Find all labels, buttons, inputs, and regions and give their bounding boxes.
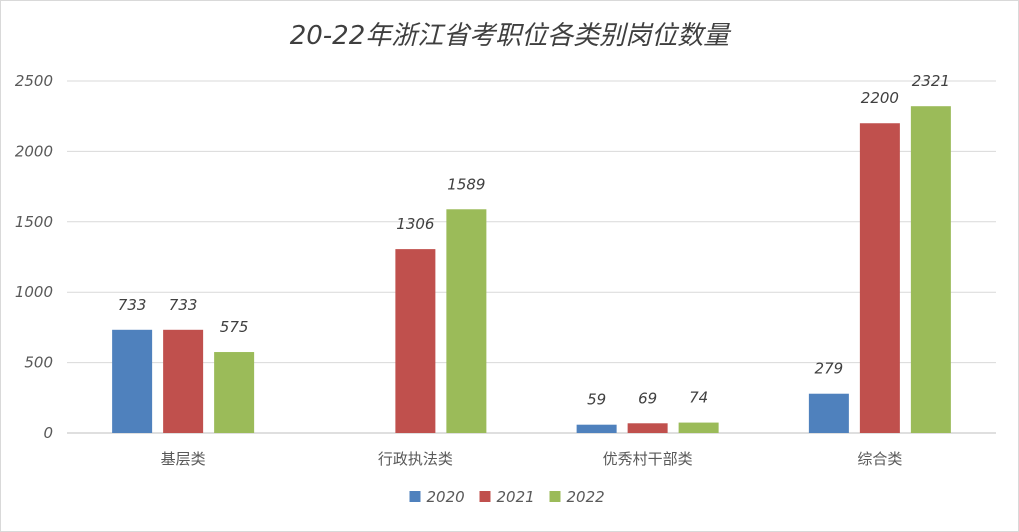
legend-label: 2020: [427, 488, 465, 506]
bar-2020: [808, 393, 849, 433]
y-tick-label: 2500: [15, 72, 53, 90]
y-tick-label: 500: [24, 354, 53, 372]
bar-2022: [214, 352, 255, 433]
data-label: 279: [815, 360, 844, 378]
bar-2021: [859, 123, 900, 434]
legend-swatch-2021: [479, 491, 491, 502]
data-label: 69: [638, 389, 657, 407]
bar-2021: [395, 249, 436, 433]
category-label: 行政执法类: [378, 450, 453, 468]
bar-2021: [163, 329, 204, 433]
bar-2020: [576, 424, 617, 433]
bar-2020: [112, 329, 153, 433]
data-label: 2200: [861, 89, 899, 107]
data-label: 1589: [447, 175, 485, 193]
chart-title: 20-22年浙江省考职位各类别岗位数量: [289, 21, 730, 51]
legend-swatch-2022: [549, 491, 561, 502]
data-label: 2321: [912, 72, 950, 90]
y-tick-label: 2000: [15, 142, 53, 160]
y-tick-label: 0: [43, 424, 53, 442]
data-label: 1306: [396, 215, 434, 233]
bar-2022: [446, 209, 487, 433]
category-label: 优秀村干部类: [603, 450, 693, 468]
category-label: 综合类: [857, 450, 902, 468]
y-tick-label: 1500: [15, 213, 53, 231]
data-label: 733: [118, 296, 147, 314]
data-label: 59: [587, 391, 606, 409]
bar-2022: [678, 422, 719, 433]
data-label: 733: [169, 296, 198, 314]
data-label: 575: [220, 318, 249, 336]
legend-swatch-2020: [409, 491, 421, 502]
bar-2021: [627, 423, 668, 433]
bar-2022: [910, 106, 951, 434]
category-label: 基层类: [161, 450, 206, 468]
legend-label: 2021: [497, 488, 535, 506]
data-label: 74: [689, 389, 708, 407]
legend-label: 2022: [567, 488, 605, 506]
y-tick-label: 1000: [15, 283, 53, 301]
